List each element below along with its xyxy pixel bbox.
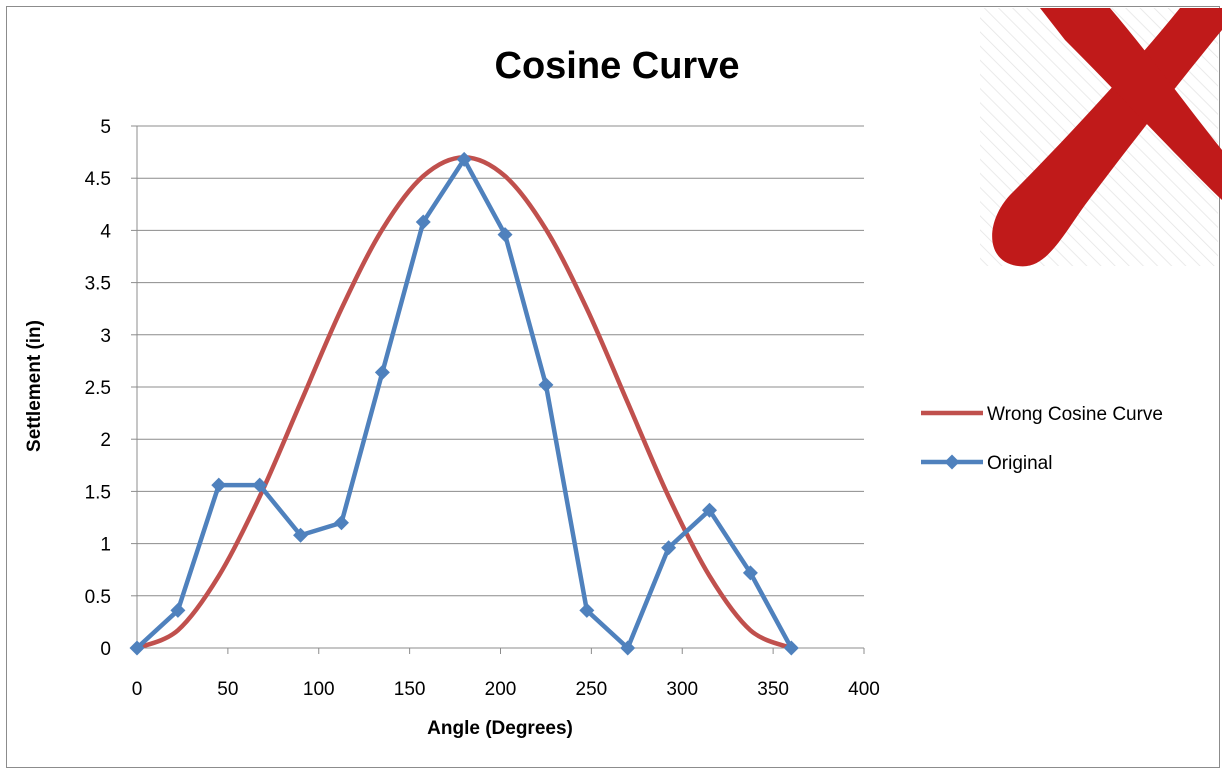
data-point-original xyxy=(497,227,513,243)
x-tick-label: 150 xyxy=(394,679,426,700)
x-tick-label: 200 xyxy=(485,679,517,700)
x-tick-label: 350 xyxy=(757,679,789,700)
red-x-stroke-long xyxy=(992,8,1222,267)
y-tick-label: 1 xyxy=(100,535,111,556)
data-point-original xyxy=(538,377,554,393)
chart-title: Cosine Curve xyxy=(495,45,740,87)
data-point-original xyxy=(702,502,718,518)
data-point-original xyxy=(742,565,758,581)
x-tick-label: 250 xyxy=(576,679,608,700)
y-tick-label: 1.5 xyxy=(85,482,111,503)
data-point-original xyxy=(211,477,227,493)
y-axis-title: Settlement (in) xyxy=(24,320,45,452)
data-point-original xyxy=(579,602,595,618)
data-point-original xyxy=(170,602,186,618)
series-layer xyxy=(129,151,799,656)
y-tick-label: 3 xyxy=(100,326,111,347)
legend-marker xyxy=(944,454,960,470)
x-tick-label: 400 xyxy=(848,679,880,700)
legend-item-wrong-cosine-curve: Wrong Cosine Curve xyxy=(921,404,1163,425)
x-tick-label: 0 xyxy=(132,679,143,700)
data-point-original xyxy=(333,515,349,531)
series-wrong-cosine-curve xyxy=(136,155,793,651)
x-tick-label: 300 xyxy=(666,679,698,700)
legend-label: Wrong Cosine Curve xyxy=(987,404,1163,425)
data-point-original xyxy=(456,151,472,167)
data-point-original xyxy=(252,477,268,493)
y-tick-label: 0.5 xyxy=(85,587,111,608)
data-point-original xyxy=(415,214,431,230)
y-tick-label: 3.5 xyxy=(85,274,111,295)
data-point-original xyxy=(661,540,677,556)
data-point-original xyxy=(783,640,799,656)
y-tick-label: 5 xyxy=(100,117,111,138)
y-tick-label: 2.5 xyxy=(85,378,111,399)
x-tick-labels: 0 50 100 150 200 250 300 350 400 xyxy=(132,679,880,700)
series-line-original xyxy=(135,157,794,651)
x-tick-label: 100 xyxy=(303,679,335,700)
x-tick-label: 50 xyxy=(217,679,238,700)
y-tick-labels: 0 0.5 1 1.5 2 2.5 3 3.5 4 4.5 5 xyxy=(85,117,112,660)
red-x-stroke-short xyxy=(1040,8,1222,200)
series-line-wrong-cosine-curve xyxy=(136,155,793,651)
legend-label: Original xyxy=(987,453,1052,474)
grid-lines xyxy=(137,125,864,649)
data-point-original xyxy=(374,364,390,380)
y-tick-label: 4 xyxy=(100,221,111,242)
x-axis-title: Angle (Degrees) xyxy=(427,718,573,739)
y-tick-label: 2 xyxy=(100,430,111,451)
data-point-original xyxy=(293,527,309,543)
red-x-cross-icon xyxy=(992,8,1222,267)
data-point-original xyxy=(620,640,636,656)
legend-item-original: Original xyxy=(921,453,1052,474)
series-original xyxy=(129,151,799,656)
y-tick-label: 4.5 xyxy=(85,169,111,190)
y-tick-label: 0 xyxy=(100,639,111,660)
legend: Wrong Cosine Curve Original xyxy=(921,404,1163,474)
data-point-original xyxy=(129,640,145,656)
